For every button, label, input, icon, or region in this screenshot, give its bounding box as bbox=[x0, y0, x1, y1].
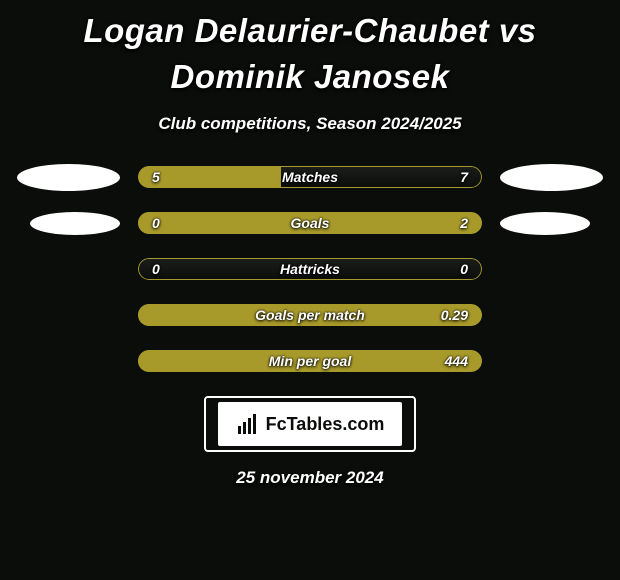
metric-label: Hattricks bbox=[280, 261, 340, 277]
subtitle: Club competitions, Season 2024/2025 bbox=[0, 114, 620, 134]
stat-row: 0 Goals 2 bbox=[0, 212, 620, 234]
stat-row: 0 Hattricks 0 bbox=[0, 258, 620, 280]
metric-label: Min per goal bbox=[269, 353, 351, 369]
stat-row: Min per goal 444 bbox=[0, 350, 620, 372]
stat-bar: Goals per match 0.29 bbox=[138, 304, 482, 326]
stat-row: Goals per match 0.29 bbox=[0, 304, 620, 326]
stat-row: 5 Matches 7 bbox=[0, 166, 620, 188]
logo-text: FcTables.com bbox=[266, 414, 385, 435]
logo-inner: FcTables.com bbox=[218, 402, 403, 446]
left-value: 5 bbox=[152, 169, 160, 185]
metric-label: Goals per match bbox=[255, 307, 365, 323]
right-value: 0.29 bbox=[441, 307, 468, 323]
right-marker bbox=[500, 212, 590, 235]
right-marker bbox=[500, 164, 603, 191]
right-value: 7 bbox=[460, 169, 468, 185]
stats-area: 5 Matches 7 0 Goals 2 0 Hattricks 0 Goals per mat… bbox=[0, 166, 620, 372]
date-text: 25 november 2024 bbox=[0, 468, 620, 488]
stat-bar: 0 Goals 2 bbox=[138, 212, 482, 234]
stats-comparison-card: Logan Delaurier-Chaubet vs Dominik Janos… bbox=[0, 0, 620, 580]
right-value: 2 bbox=[460, 215, 468, 231]
bar-chart-icon bbox=[236, 412, 260, 436]
left-marker bbox=[17, 164, 120, 191]
right-value: 0 bbox=[460, 261, 468, 277]
logo-box[interactable]: FcTables.com bbox=[204, 396, 416, 452]
left-value: 0 bbox=[152, 215, 160, 231]
stat-bar: 0 Hattricks 0 bbox=[138, 258, 482, 280]
left-marker bbox=[30, 212, 120, 235]
left-value: 0 bbox=[152, 261, 160, 277]
metric-label: Matches bbox=[282, 169, 338, 185]
stat-bar: 5 Matches 7 bbox=[138, 166, 482, 188]
metric-label: Goals bbox=[291, 215, 330, 231]
page-title: Logan Delaurier-Chaubet vs Dominik Janos… bbox=[0, 0, 620, 100]
stat-bar: Min per goal 444 bbox=[138, 350, 482, 372]
right-value: 444 bbox=[445, 353, 468, 369]
